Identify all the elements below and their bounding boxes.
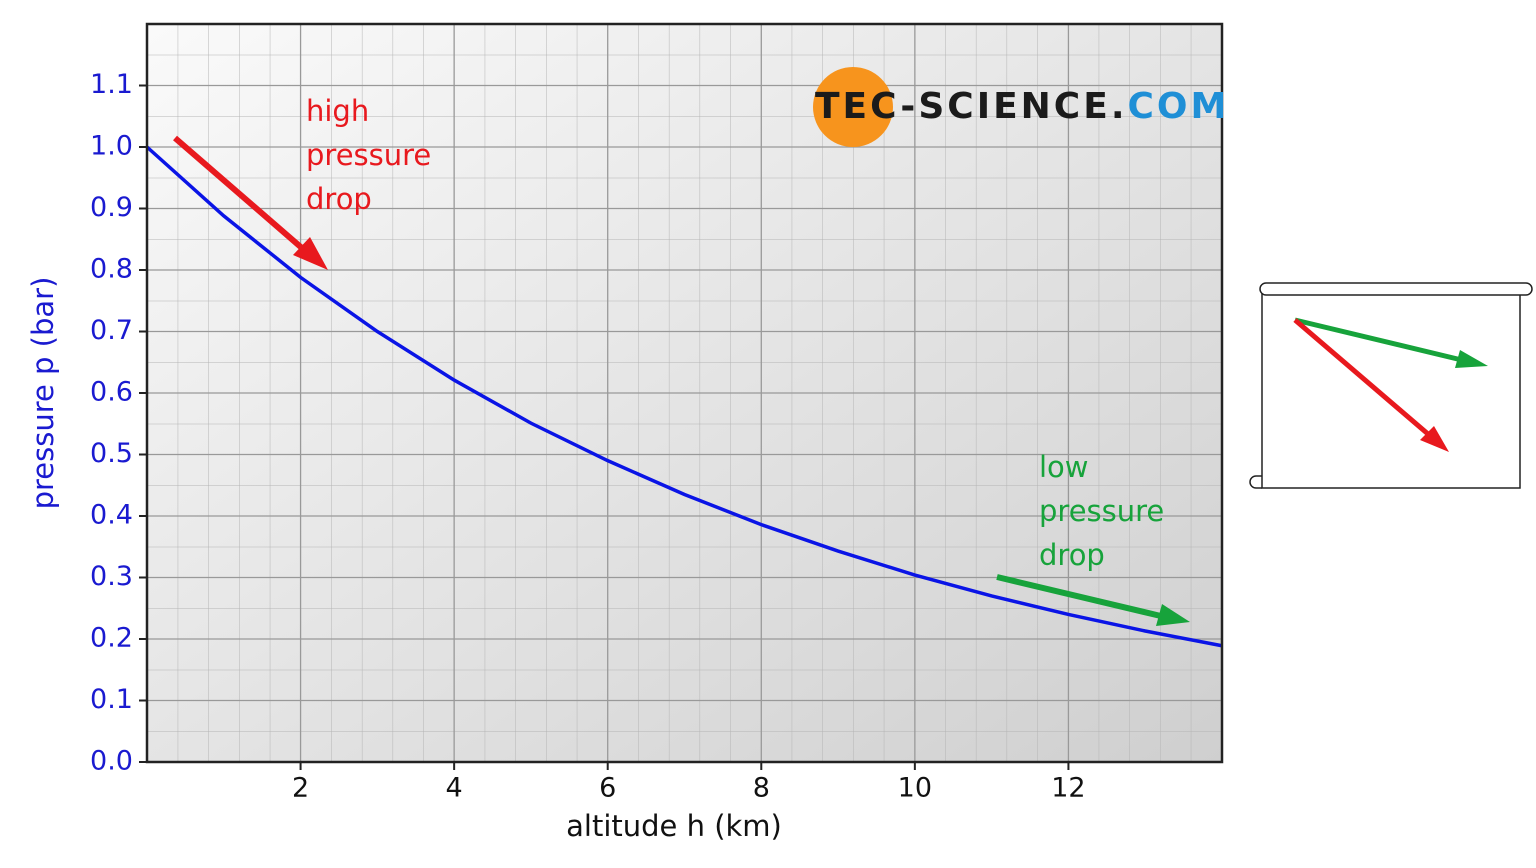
y-tick-label: 0.3 — [90, 561, 133, 592]
x-tick-label: 4 — [446, 773, 463, 804]
annotation: drop — [306, 182, 372, 216]
annotation: low — [1039, 450, 1089, 484]
x-tick-label: 8 — [753, 773, 770, 804]
y-tick-label: 0.9 — [90, 192, 133, 223]
annotation: high — [306, 94, 369, 128]
logo-part: SCIENCE. — [918, 86, 1127, 127]
y-tick-label: 0.6 — [90, 377, 133, 408]
arrows — [173, 135, 1190, 626]
y-tick-label: 0.7 — [90, 315, 133, 346]
y-axis-label: pressure p (bar) — [26, 277, 60, 510]
x-tick-label: 2 — [292, 773, 309, 804]
logo-part: COM — [1128, 86, 1230, 127]
line-series — [145, 145, 1223, 648]
y-tick-label: 1.1 — [90, 69, 133, 100]
annotation: pressure — [306, 138, 431, 172]
x-tick-label: 6 — [599, 773, 616, 804]
y-tick-label: 0.4 — [90, 500, 133, 531]
icon — [1249, 282, 1533, 489]
logo-circle — [813, 67, 893, 147]
logo-part: TEC- — [815, 86, 918, 127]
x-tick-label: 12 — [1051, 773, 1085, 804]
annotation: drop — [1039, 538, 1105, 572]
y-tick-label: 0.0 — [90, 746, 133, 777]
y-tick-label: 0.8 — [90, 254, 133, 285]
y-tick-label: 0.1 — [90, 684, 133, 715]
x-tick-label: 10 — [898, 773, 932, 804]
x-axis-label: altitude h (km) — [566, 809, 782, 843]
y-tick-label: 0.5 — [90, 438, 133, 469]
y-tick-label: 0.2 — [90, 623, 133, 654]
logo: TEC-SCIENCE.COM — [815, 86, 1229, 127]
annotation: pressure — [1039, 494, 1164, 528]
y-tick-label: 1.0 — [90, 131, 133, 162]
